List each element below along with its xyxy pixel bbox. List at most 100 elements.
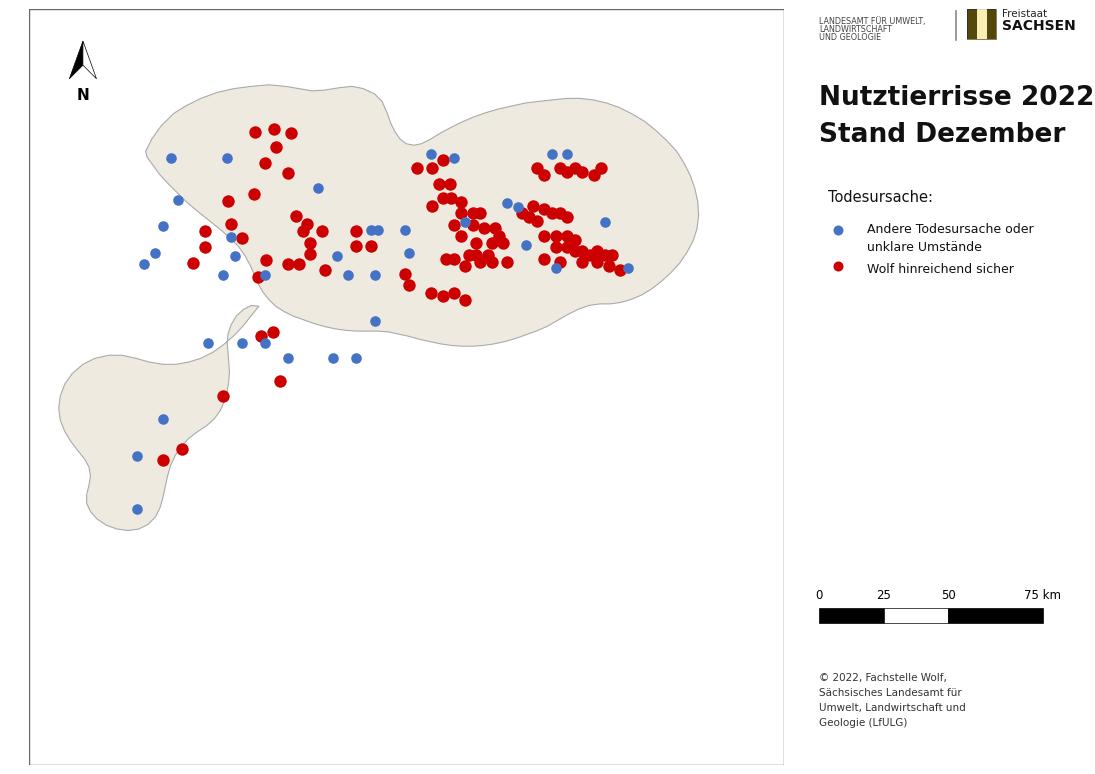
- Text: UND GEOLOGIE: UND GEOLOGIE: [819, 33, 881, 42]
- Text: LANDESAMT FÜR UMWELT,: LANDESAMT FÜR UMWELT,: [819, 17, 926, 26]
- Text: © 2022, Fachstelle Wolf,
Sächsisches Landesamt für
Umwelt, Landwirtschaft und
Ge: © 2022, Fachstelle Wolf, Sächsisches Lan…: [819, 673, 966, 728]
- Point: [219, 195, 237, 207]
- Point: [265, 122, 283, 135]
- Point: [551, 256, 568, 269]
- Point: [452, 207, 470, 220]
- Text: Nutztierrisse 2022: Nutztierrisse 2022: [819, 85, 1095, 111]
- Point: [250, 271, 267, 283]
- Bar: [967, 9, 996, 39]
- Point: [445, 152, 462, 164]
- Point: [283, 127, 300, 139]
- Point: [472, 207, 489, 220]
- Point: [279, 167, 297, 180]
- Point: [441, 177, 459, 190]
- Point: [548, 230, 565, 242]
- Point: [460, 248, 477, 261]
- Point: [434, 192, 451, 204]
- Point: [316, 264, 334, 276]
- Point: [328, 250, 346, 262]
- Point: [218, 152, 235, 164]
- Point: [596, 216, 613, 228]
- Point: [400, 246, 417, 259]
- Point: [574, 245, 591, 257]
- Point: [592, 162, 610, 174]
- Point: [829, 224, 846, 236]
- Point: [520, 211, 538, 223]
- Point: [600, 260, 618, 272]
- Point: [313, 225, 331, 238]
- Text: 0: 0: [816, 589, 823, 602]
- Text: LANDWIRTSCHAFT: LANDWIRTSCHAFT: [819, 25, 892, 34]
- Point: [528, 162, 545, 174]
- Point: [566, 234, 584, 246]
- Text: 50: 50: [941, 589, 956, 602]
- Point: [548, 262, 565, 274]
- Point: [483, 238, 500, 250]
- Point: [245, 187, 263, 200]
- Point: [464, 207, 482, 220]
- Point: [423, 162, 440, 174]
- Polygon shape: [146, 85, 699, 346]
- Point: [272, 375, 289, 387]
- Point: [154, 454, 172, 467]
- Bar: [977, 9, 987, 39]
- Point: [457, 216, 474, 228]
- Point: [362, 240, 380, 252]
- Point: [445, 218, 462, 231]
- Point: [611, 264, 629, 276]
- Point: [548, 241, 565, 253]
- Text: 75 km: 75 km: [1024, 589, 1061, 602]
- Point: [457, 260, 474, 272]
- Point: [468, 248, 485, 261]
- Point: [298, 217, 315, 230]
- Point: [233, 337, 251, 349]
- Point: [543, 207, 561, 220]
- Point: [498, 256, 516, 269]
- Point: [423, 286, 440, 299]
- Point: [253, 330, 270, 342]
- Text: Todesursache:: Todesursache:: [828, 190, 933, 204]
- Text: Stand Dezember: Stand Dezember: [819, 122, 1065, 148]
- Point: [196, 241, 214, 253]
- Point: [498, 197, 516, 210]
- Point: [396, 268, 414, 280]
- Point: [196, 225, 214, 238]
- Point: [543, 148, 561, 160]
- Point: [483, 256, 500, 269]
- Point: [585, 170, 602, 182]
- Point: [264, 326, 281, 338]
- Point: [256, 337, 274, 349]
- Point: [445, 286, 462, 299]
- Text: 25: 25: [876, 589, 891, 602]
- Point: [170, 194, 187, 206]
- Point: [558, 148, 576, 160]
- Point: [154, 220, 172, 232]
- Point: [535, 252, 553, 265]
- Point: [154, 413, 172, 425]
- Polygon shape: [59, 306, 258, 530]
- Point: [369, 224, 387, 236]
- Point: [535, 170, 553, 182]
- Point: [173, 443, 191, 455]
- Point: [509, 201, 527, 214]
- Point: [581, 248, 599, 261]
- Text: Andere Todesursache oder
unklare Umstände: Andere Todesursache oder unklare Umständ…: [867, 223, 1034, 254]
- Point: [514, 207, 531, 220]
- Point: [366, 269, 383, 282]
- Point: [468, 238, 485, 250]
- Point: [551, 162, 568, 174]
- Point: [574, 166, 591, 178]
- Point: [452, 196, 470, 208]
- Point: [430, 177, 448, 190]
- Point: [480, 248, 497, 261]
- Point: [257, 254, 275, 266]
- Point: [147, 246, 164, 259]
- Point: [589, 256, 607, 269]
- Point: [222, 217, 240, 230]
- Point: [829, 260, 846, 272]
- Bar: [884, 608, 948, 623]
- Point: [162, 152, 180, 164]
- Point: [558, 230, 576, 242]
- Point: [566, 162, 584, 174]
- Point: [293, 225, 311, 238]
